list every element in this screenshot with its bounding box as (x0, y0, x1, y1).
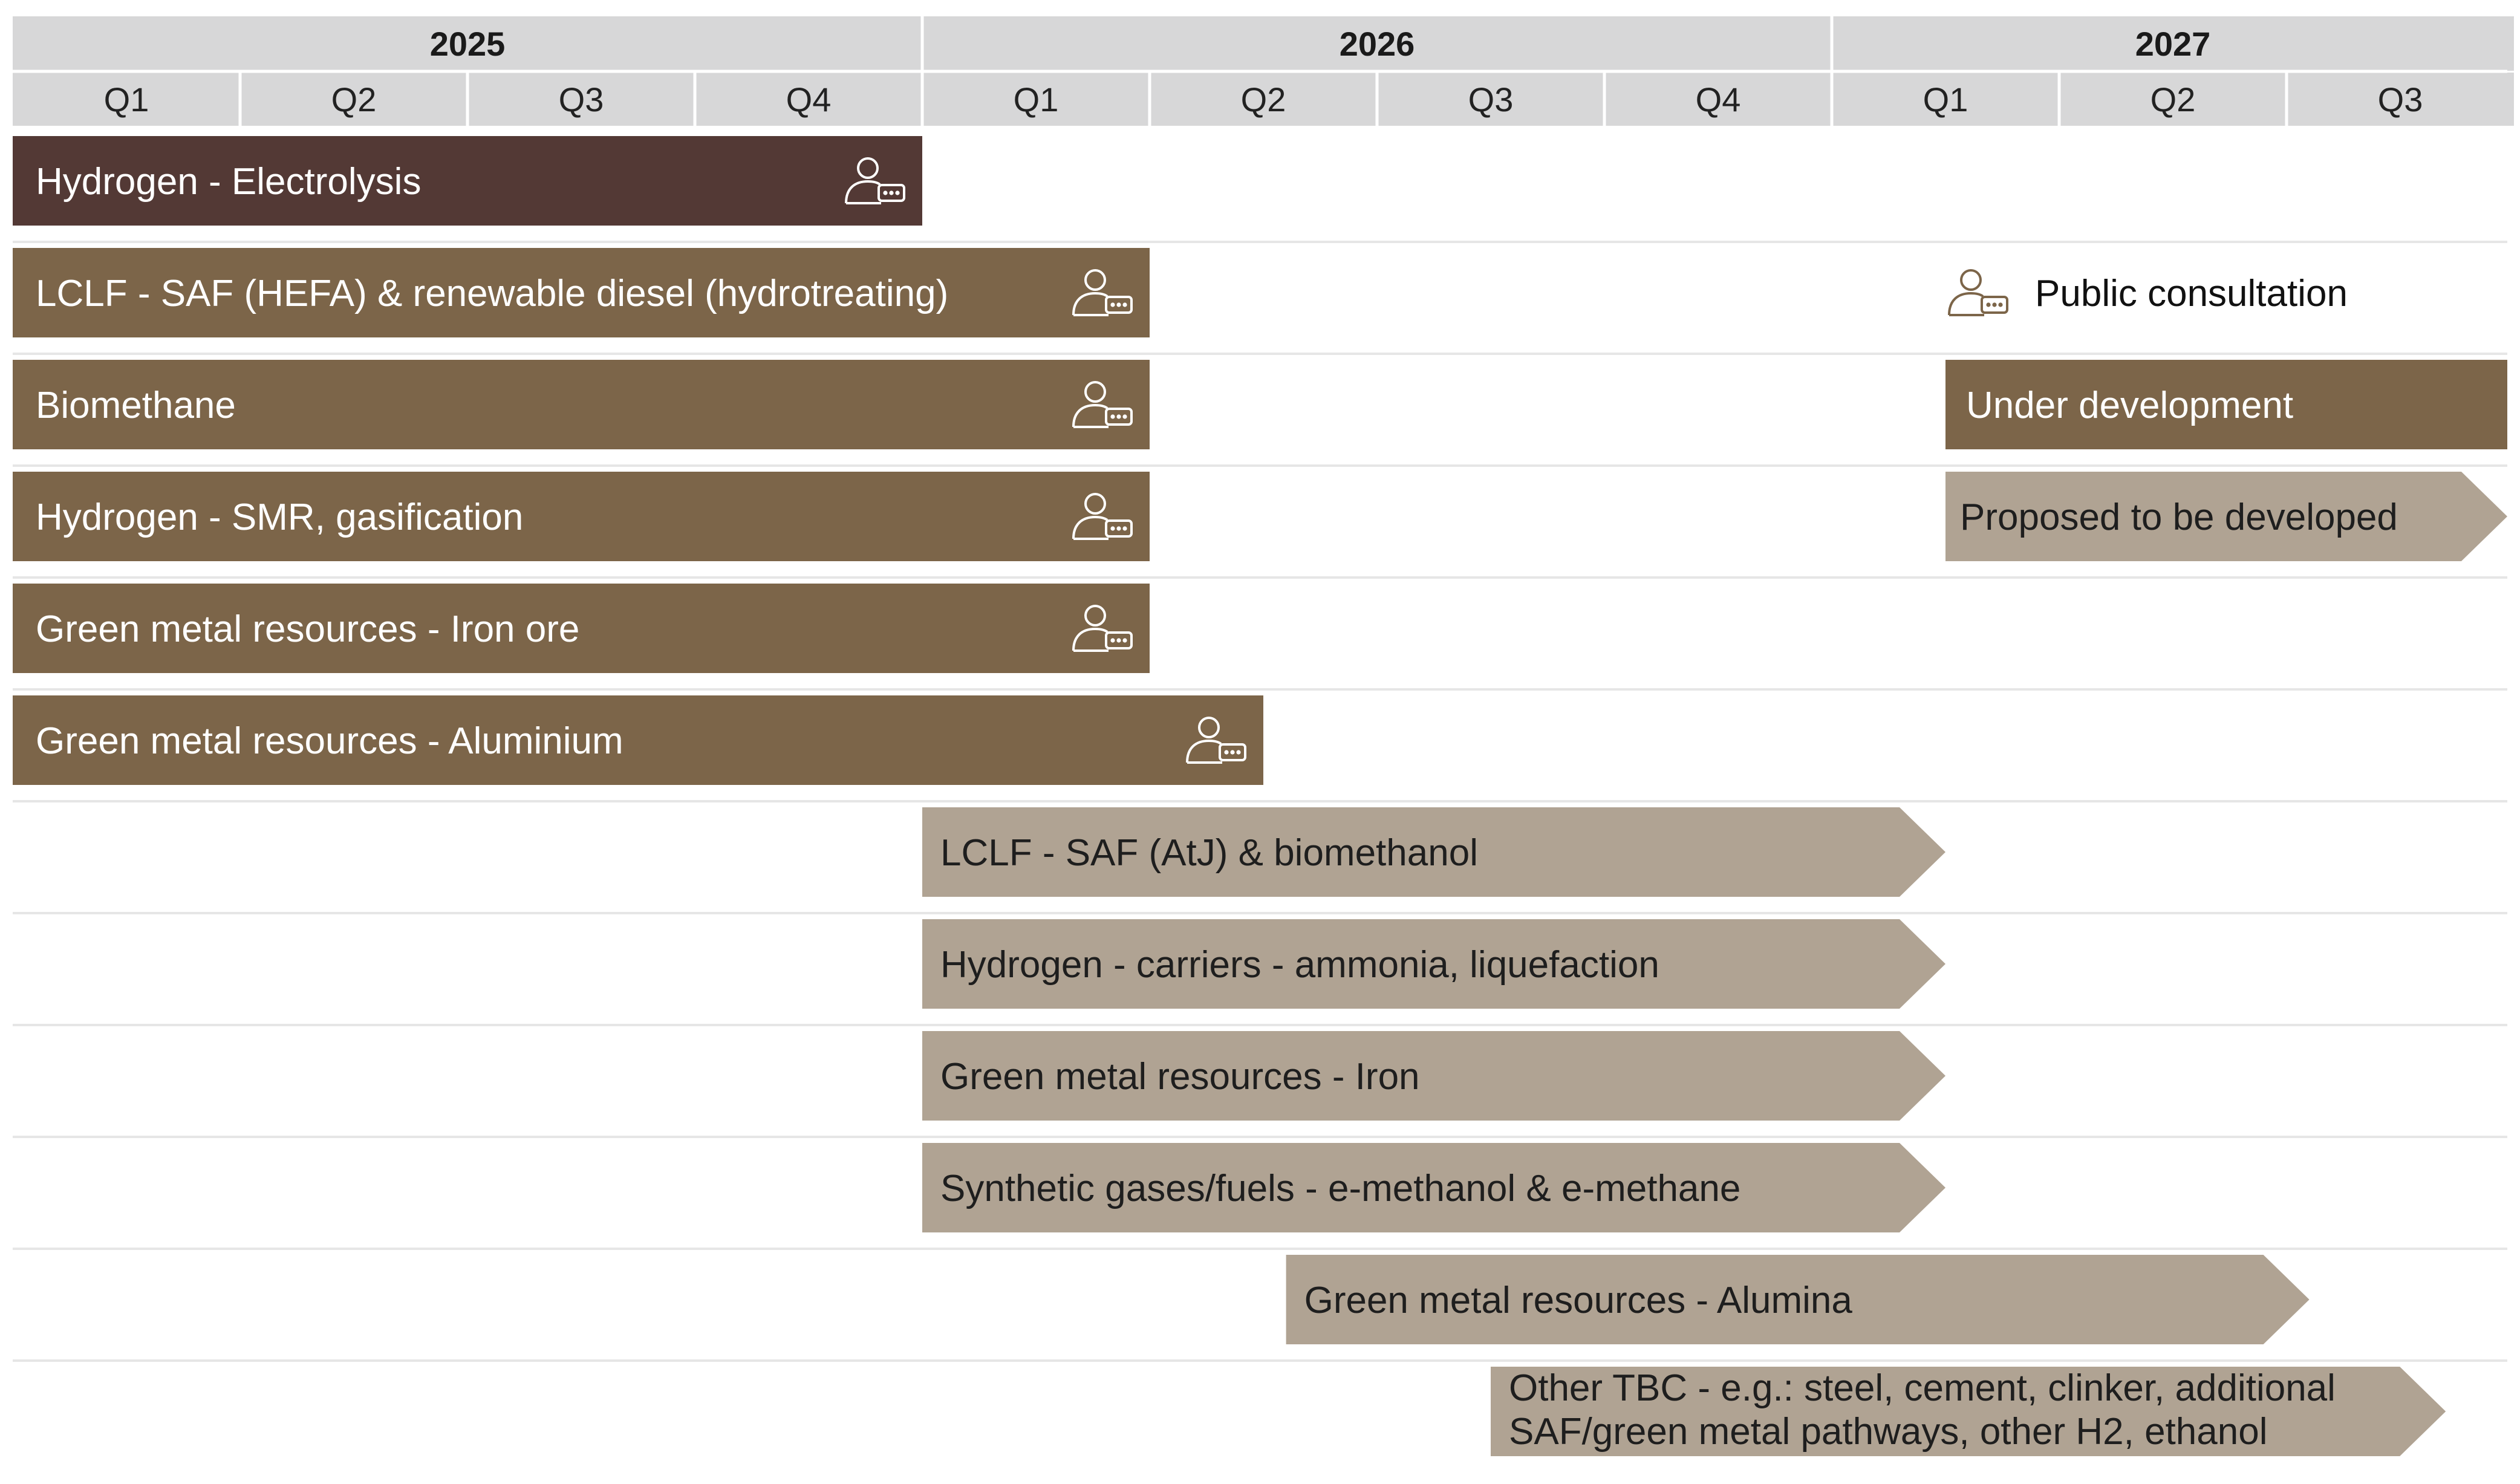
legend-label-consultation: Public consultation (2035, 273, 2348, 314)
task-row: Green metal resources - Alumina (13, 1255, 2507, 1362)
task-row: Green metal resources - Iron (13, 1031, 2507, 1138)
quarter-label: Q2 (1241, 80, 1286, 119)
quarter-label: Q4 (1696, 80, 1741, 119)
quarter-label: Q2 (331, 80, 377, 119)
task-row: Other TBC - e.g.: steel, cement, clinker… (1491, 1367, 2446, 1456)
task-row: Green metal resources - Aluminium (13, 695, 2507, 802)
year-band (13, 16, 922, 71)
legend-swatch-under-development (1945, 360, 2507, 449)
task-label: Green metal resources - Iron ore (36, 608, 579, 650)
task-row: Biomethane (13, 360, 2507, 467)
task-bar (922, 1031, 1945, 1121)
task-bar (13, 472, 1150, 561)
task-label: Hydrogen - carriers - ammonia, liquefact… (940, 944, 1659, 986)
task-row: Hydrogen - carriers - ammonia, liquefact… (13, 919, 2507, 1026)
quarter-label: Q1 (1923, 80, 1968, 119)
quarter-label: Q3 (559, 80, 604, 119)
task-label: Green metal resources - Iron (940, 1056, 1420, 1098)
legend-label-proposed: Proposed to be developed (1960, 496, 2398, 538)
legend-label-under-development: Under development (1966, 385, 2293, 426)
quarter-cell (1604, 73, 1832, 126)
quarter-label: Q4 (786, 80, 832, 119)
task-row: LCLF - SAF (HEFA) & renewable diesel (hy… (13, 248, 2507, 355)
consultation-legend-icon (1948, 269, 2008, 316)
task-bar (922, 807, 1945, 897)
task-label: Synthetic gases/fuels - e-methanol & e-m… (940, 1168, 1740, 1209)
task-label-line: Other TBC - e.g.: steel, cement, clinker… (1509, 1367, 2336, 1409)
task-bar (13, 584, 1150, 673)
task-bar (1286, 1255, 2310, 1344)
legend: Public consultation Under development Prop… (1945, 269, 2507, 561)
quarter-cell (1832, 73, 2059, 126)
timeline-header: 2025 2026 2027 Q1 Q2 Q3 Q4 Q1 Q2 Q3 Q4 Q1 Q2 Q3 (13, 16, 2514, 126)
task-label-line: SAF/green metal pathways, other H2, etha… (1509, 1411, 2267, 1453)
quarter-label: Q2 (2150, 80, 2196, 119)
task-rows: Hydrogen - Electrolysis LCLF - SAF (HEFA)… (13, 136, 2507, 1456)
task-label: Biomethane (36, 385, 236, 426)
year-label: 2027 (2135, 25, 2211, 63)
task-bar (13, 248, 1150, 337)
task-row: Synthetic gases/fuels - e-methanol & e-m… (13, 1143, 2507, 1250)
task-label: Green metal resources - Aluminium (36, 720, 623, 762)
task-bar (922, 1143, 1945, 1232)
task-label: LCLF - SAF (AtJ) & biomethanol (940, 832, 1478, 874)
quarter-cell (2059, 73, 2287, 126)
task-bar (1491, 1367, 2446, 1456)
task-bar (13, 695, 1263, 785)
quarter-cell (695, 73, 922, 126)
task-label: Hydrogen - SMR, gasification (36, 496, 523, 538)
year-label: 2025 (430, 25, 506, 63)
quarter-label: Q3 (2378, 80, 2423, 119)
quarter-cell (922, 73, 1150, 126)
task-label: Green metal resources - Alumina (1304, 1280, 1853, 1321)
quarter-cell (2287, 73, 2514, 126)
quarter-cell (13, 73, 240, 126)
quarter-cell (467, 73, 695, 126)
task-label: LCLF - SAF (HEFA) & renewable diesel (hy… (36, 273, 948, 314)
year-band (922, 16, 1832, 71)
quarter-cell (240, 73, 467, 126)
task-label: Hydrogen - Electrolysis (36, 161, 421, 203)
task-bar (13, 136, 922, 226)
task-row: Hydrogen - Electrolysis (13, 136, 2507, 243)
task-bar (13, 360, 1150, 449)
quarter-label: Q1 (104, 80, 149, 119)
quarter-label: Q1 (1014, 80, 1059, 119)
quarter-cell (1377, 73, 1604, 126)
task-row: LCLF - SAF (AtJ) & biomethanol (13, 807, 2507, 914)
task-row: Green metal resources - Iron ore (13, 584, 2507, 691)
legend-swatch-proposed (1945, 472, 2507, 561)
year-band (1832, 16, 2514, 71)
task-bar (922, 919, 1945, 1009)
year-label: 2026 (1340, 25, 1415, 63)
quarter-label: Q3 (1468, 80, 1514, 119)
quarter-cell (1150, 73, 1377, 126)
task-row: Hydrogen - SMR, gasification (13, 472, 2507, 579)
